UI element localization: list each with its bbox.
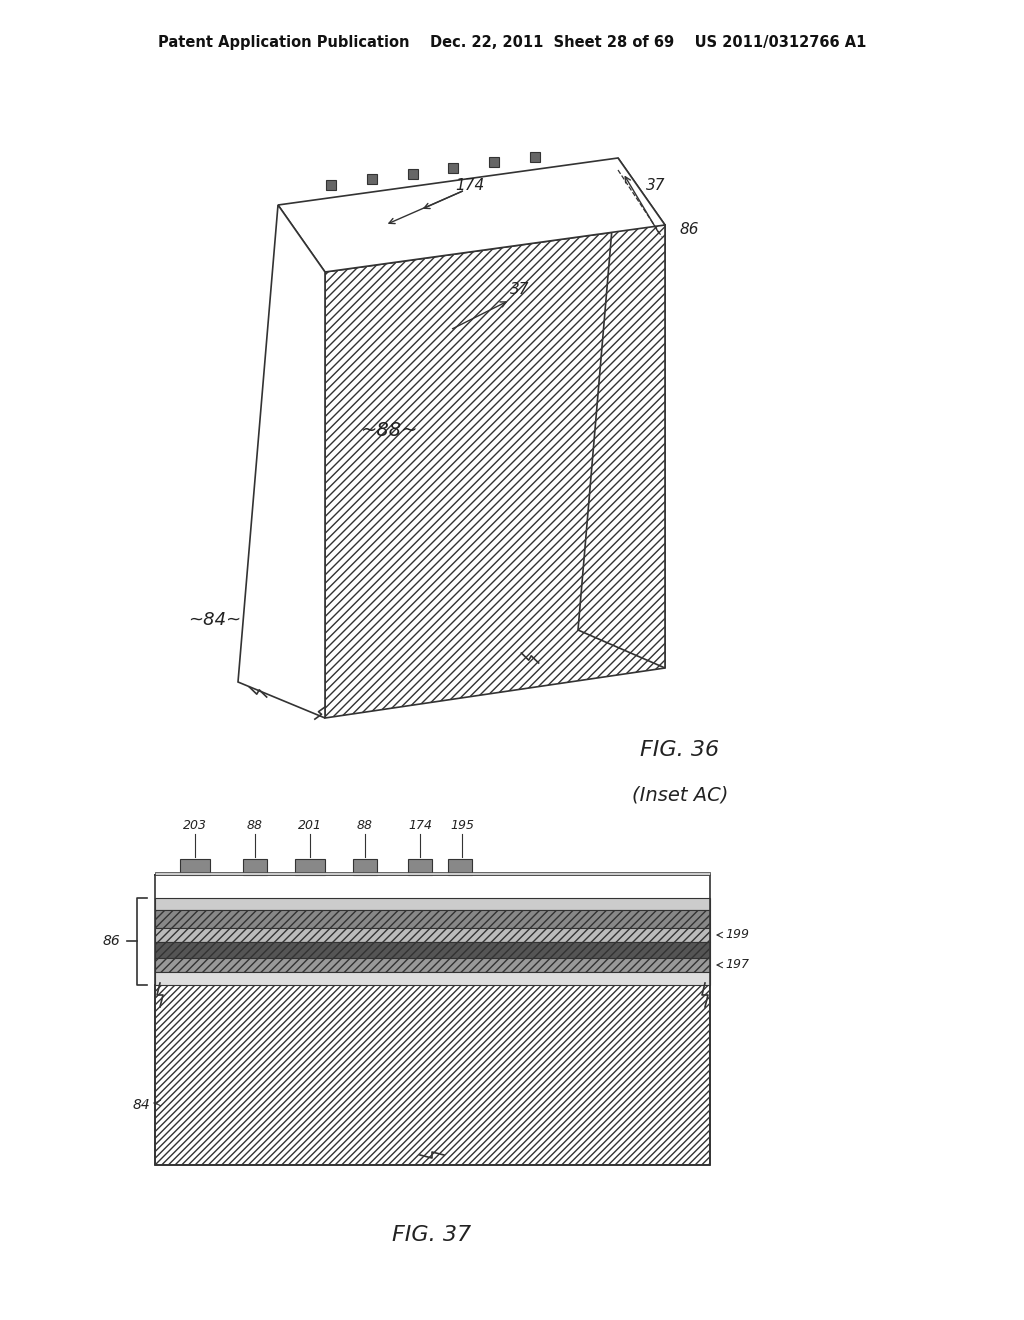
Polygon shape [155,928,710,942]
Polygon shape [295,859,325,875]
Polygon shape [180,859,210,875]
Text: 37: 37 [510,282,529,297]
Polygon shape [155,873,710,875]
Text: 203: 203 [183,818,207,832]
Polygon shape [530,152,540,162]
Polygon shape [278,158,665,272]
Polygon shape [353,859,377,875]
Text: 197: 197 [725,958,749,972]
Polygon shape [408,859,432,875]
Polygon shape [326,180,336,190]
Polygon shape [449,859,472,875]
Polygon shape [449,164,459,173]
Text: (Inset AC): (Inset AC) [632,785,728,804]
Polygon shape [238,205,325,718]
Text: 84: 84 [132,1098,150,1111]
Polygon shape [155,958,710,972]
Text: 86: 86 [680,223,699,238]
Text: ~84~: ~84~ [188,611,242,630]
Text: 37: 37 [646,178,666,194]
Polygon shape [408,169,418,178]
Text: FIG. 36: FIG. 36 [640,741,720,760]
Text: 199: 199 [725,928,749,941]
Polygon shape [155,898,710,909]
Polygon shape [325,224,665,718]
Polygon shape [155,985,710,1166]
Text: 195: 195 [450,818,474,832]
Polygon shape [155,972,710,985]
Polygon shape [367,174,377,185]
Polygon shape [243,859,267,875]
Polygon shape [155,909,710,928]
Text: 86: 86 [102,935,120,948]
Text: FIG. 37: FIG. 37 [392,1225,472,1245]
Text: Patent Application Publication    Dec. 22, 2011  Sheet 28 of 69    US 2011/03127: Patent Application Publication Dec. 22, … [158,36,866,50]
Polygon shape [155,942,710,958]
Polygon shape [489,157,500,168]
Text: 174: 174 [408,818,432,832]
Polygon shape [578,158,665,668]
Text: 88: 88 [247,818,263,832]
Text: 174: 174 [456,177,484,193]
Text: 88: 88 [357,818,373,832]
Text: ~88~: ~88~ [361,421,419,440]
Text: 201: 201 [298,818,322,832]
